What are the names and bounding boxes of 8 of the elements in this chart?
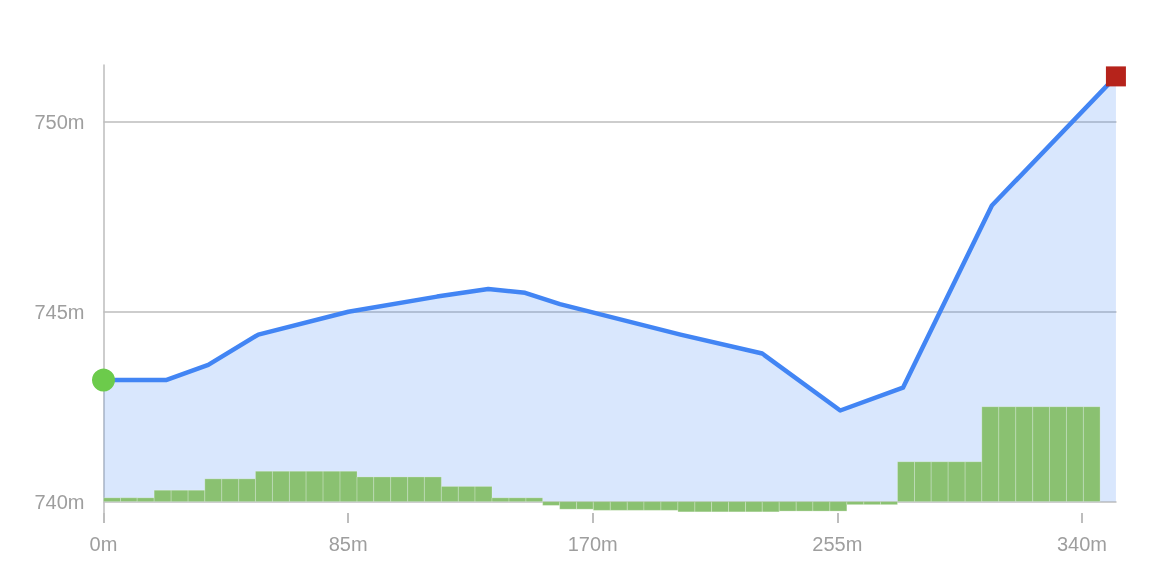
y-tick-label: 745m (34, 300, 85, 323)
x-tick-label: 340m (1056, 533, 1107, 555)
x-tick-label: 0m (89, 533, 118, 555)
x-tick-label: 170m (567, 533, 618, 555)
x-tick-label: 255m (812, 533, 863, 555)
x-tick-label: 85m (328, 533, 368, 555)
y-tick-label: 740m (34, 490, 85, 513)
y-tick-label: 750m (34, 110, 85, 133)
